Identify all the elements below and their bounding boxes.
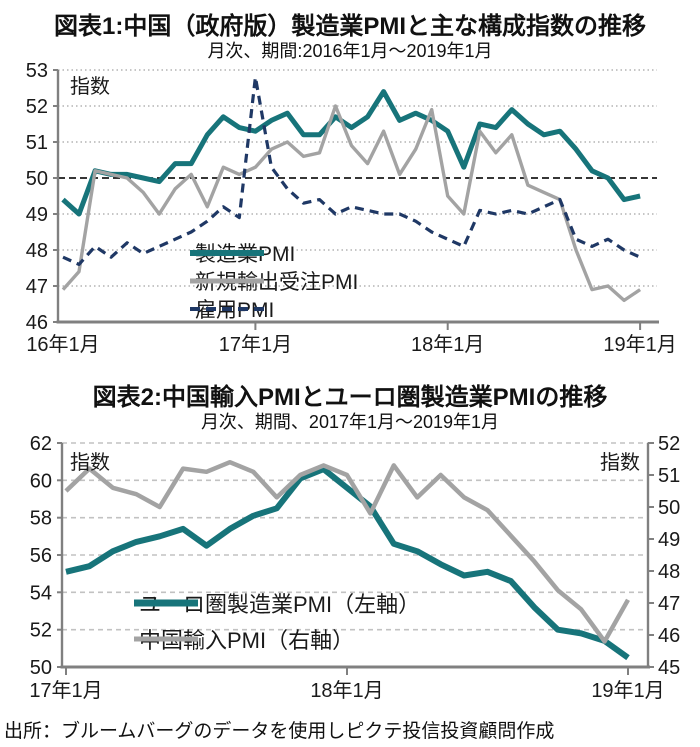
y-tick-label-left: 53: [26, 62, 48, 82]
y-tick-label-right: 48: [658, 561, 680, 583]
chart1-legend-item-manufacturing-pmi: 製造業PMI: [188, 239, 358, 267]
y-tick-label-left: 48: [26, 240, 48, 262]
series-line-1: [61, 104, 642, 303]
x-tick-label: 19年1月: [591, 679, 664, 702]
chart1-title: 図表1:中国（政府版）製造業PMIと主な構成指数の推移: [53, 13, 646, 40]
x-tick-label: 19年1月: [603, 333, 676, 356]
legend-label: 新規輸出受注PMI: [195, 271, 359, 294]
y-tick-label-right: 45: [658, 657, 680, 679]
y-tick-label-left: 52: [26, 96, 48, 118]
chart2-unit-label-right: 指数: [600, 452, 640, 474]
y-tick-label-right: 47: [658, 593, 680, 615]
x-tick-label: 18年1月: [310, 679, 383, 702]
y-tick-label-right: 51: [658, 465, 680, 487]
y-tick-label-right: 49: [658, 529, 680, 551]
y-tick-label-left: 49: [26, 204, 48, 226]
legend-line-swatch-teal: [134, 599, 198, 607]
y-tick-label-left: 46: [26, 312, 48, 334]
legend-label: 雇用PMI: [195, 299, 275, 322]
x-tick-label: 17年1月: [29, 679, 102, 702]
chart2-unit-label-left: 指数: [70, 452, 110, 474]
chart2-subtitle: 月次、期間、2017年1月～2019年1月: [200, 412, 500, 432]
x-tick-label: 17年1月: [219, 333, 292, 356]
chart2-legend-item-eurozone-mfg-pmi: ユーロ圏製造業PMI（左軸）: [132, 585, 420, 621]
chart2-legend: ユーロ圏製造業PMI（左軸） 中国輸入PMI（右軸）: [132, 585, 420, 657]
chart2-plot: 50 52 54 56 58 60 62 45 46 47 48 49 50 51 52 17年1月 18年1月…: [29, 435, 680, 702]
chart1-unit-label: 指数: [70, 76, 110, 98]
series-line-0: [65, 466, 630, 661]
y-tick-label-left: 58: [30, 508, 52, 530]
y-tick-label-left: 50: [30, 657, 52, 679]
source-note: 出所：ブルームバーグのデータを使用しピクテ投信投資顧問作成: [4, 721, 555, 742]
y-tick-label-left: 50: [26, 168, 48, 190]
chart1-legend-item-new-export-orders-pmi: 新規輸出受注PMI: [188, 267, 358, 295]
y-tick-label-left: 54: [30, 582, 52, 604]
legend-line-swatch-navy-dashed: [190, 307, 264, 311]
x-tick-label: 16年1月: [26, 333, 99, 356]
chart1-legend-item-employment-pmi: 雇用PMI: [188, 295, 358, 323]
series-line-2: [62, 75, 641, 266]
y-tick-label-left: 51: [26, 132, 48, 154]
y-tick-label-right: 52: [658, 435, 680, 455]
y-tick-label-left: 62: [30, 435, 52, 455]
chart2-legend-item-china-import-pmi: 中国輸入PMI（右軸）: [132, 621, 420, 657]
chart1-plot: 46 47 48 49 50 51 52 53 16年1月 17年1月 18年1月 19年1月: [26, 62, 677, 356]
series-line-1: [64, 459, 630, 644]
y-tick-label-left: 47: [26, 276, 48, 298]
chart1-legend: 製造業PMI 新規輸出受注PMI 雇用PMI: [188, 239, 358, 323]
y-tick-label-right: 46: [658, 625, 680, 647]
chart2-title: 図表2:中国輸入PMIとユーロ圏製造業PMIの推移: [92, 384, 608, 411]
x-tick-label: 18年1月: [411, 333, 484, 356]
y-tick-label-left: 60: [30, 470, 52, 492]
series-line-0: [61, 89, 641, 217]
legend-line-swatch-teal: [190, 250, 264, 256]
legend-line-swatch-gray: [190, 278, 264, 284]
y-tick-label-left: 52: [30, 620, 52, 642]
chart1-subtitle: 月次、期間:2016年1月～2019年1月: [207, 41, 493, 61]
y-tick-label-left: 56: [30, 545, 52, 567]
legend-line-swatch-gray: [134, 636, 198, 642]
y-tick-label-right: 50: [658, 497, 680, 519]
